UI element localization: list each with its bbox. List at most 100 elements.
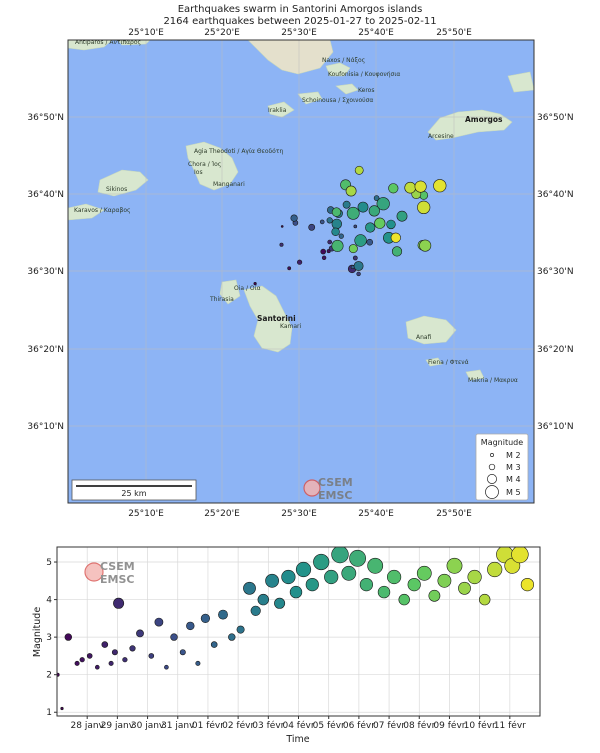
lat-tick: 36°10'N	[27, 422, 64, 432]
map-earthquake-marker	[354, 165, 364, 175]
logo-line2: EMSC	[318, 489, 352, 502]
earthquake-point	[108, 660, 114, 666]
earthquake-point	[341, 565, 357, 581]
place-label: Antiparos / Αντίπαρος	[75, 39, 141, 46]
earthquake-point	[257, 593, 269, 606]
lon-tick: 25°40'E	[358, 28, 394, 38]
earthquake-point	[398, 593, 410, 606]
map-earthquake-marker	[331, 239, 344, 252]
earthquake-point	[281, 569, 296, 585]
lat-tick: 36°50'N	[537, 113, 574, 123]
place-label: Oia / Οία	[234, 285, 261, 292]
island-sikinos	[97, 169, 149, 197]
earthquake-point	[250, 605, 261, 616]
map-earthquake-marker	[345, 185, 357, 197]
earthquake-point	[57, 672, 60, 677]
earthquake-point	[416, 565, 432, 581]
earthquake-point	[305, 577, 319, 592]
lon-tick: 25°10'E	[128, 509, 164, 519]
map-earthquake-marker	[376, 197, 390, 211]
lon-tick: 25°50'E	[436, 28, 472, 38]
earthquake-point	[164, 664, 169, 670]
earthquake-point	[129, 645, 136, 652]
map-earthquake-marker	[354, 234, 367, 247]
map-earthquake-marker	[326, 217, 333, 224]
earthquake-point	[458, 581, 471, 595]
earthquake-point	[274, 597, 286, 609]
land-masses	[68, 40, 534, 381]
island-keros	[335, 83, 359, 95]
map-earthquake-marker	[346, 206, 360, 220]
map-earthquake-marker	[419, 239, 432, 252]
logo-emblem-icon	[84, 562, 104, 582]
map-earthquake-marker	[331, 218, 342, 230]
earthquake-point	[60, 706, 64, 711]
map-earthquake-marker	[374, 217, 386, 229]
y-tick-label: 5	[46, 558, 52, 568]
map-lat-ticks-left: 36°50'N 36°40'N 36°30'N 36°20'N 36°10'N	[27, 113, 64, 432]
island-donousa	[507, 71, 534, 93]
x-tick-label: 06 févr	[343, 720, 375, 731]
earthquake-point	[136, 629, 144, 638]
legend-marker-m4	[487, 474, 497, 484]
map-earthquake-marker	[417, 200, 431, 214]
map-earthquake-marker	[348, 244, 358, 254]
map-earthquake-marker	[386, 219, 396, 230]
map-earthquake-marker	[353, 261, 364, 271]
x-tick-label: 05 févr	[313, 720, 345, 731]
earthquake-point	[313, 553, 330, 571]
island-koufonisia	[325, 62, 351, 77]
lat-tick: 36°30'N	[537, 267, 574, 277]
earthquake-point	[407, 577, 421, 592]
map-earthquake-marker	[391, 246, 403, 257]
earthquake-point	[79, 657, 85, 663]
island-santorini	[243, 285, 293, 353]
lat-tick: 36°10'N	[537, 422, 574, 432]
place-label: Manganari	[213, 181, 245, 188]
earthquake-point	[86, 653, 93, 659]
map-earthquake-marker	[357, 201, 369, 213]
timeseries-y-ticks: 1 2 3 4 5	[46, 558, 57, 718]
earthquake-point	[446, 557, 463, 574]
map-earthquake-marker	[253, 282, 257, 286]
legend-marker-m3	[488, 463, 496, 471]
earthquake-point	[210, 641, 218, 648]
sea	[68, 40, 534, 503]
lon-tick: 25°20'E	[204, 28, 240, 38]
y-tick-label: 2	[46, 671, 52, 681]
earthquake-point	[428, 589, 441, 602]
x-tick-label: 10 févr	[464, 720, 496, 731]
earthquake-point	[289, 585, 303, 599]
earthquake-point	[195, 660, 201, 666]
earthquake-point	[200, 613, 210, 624]
map-earthquake-marker	[342, 200, 351, 209]
earthquake-point	[324, 569, 339, 585]
x-axis-label: Time	[285, 734, 309, 745]
earthquake-point	[377, 585, 391, 599]
legend-marker-m2	[490, 453, 494, 457]
place-label: Naxos / Νάξος	[322, 57, 365, 64]
x-tick-label: 28 janv	[71, 721, 105, 731]
map-earthquake-marker	[390, 232, 401, 243]
map-panel: Antiparos / Αντίπαρος Naxos / Νάξος Kouf…	[68, 39, 534, 503]
y-tick-label: 1	[46, 708, 52, 718]
y-axis-label: Magnitude	[32, 607, 43, 657]
earthquake-point	[520, 577, 535, 592]
legend-label: M 3	[506, 463, 521, 472]
earthquake-point	[74, 660, 80, 666]
map-lat-ticks-right: 36°50'N 36°40'N 36°30'N 36°20'N 36°10'N	[537, 113, 574, 432]
logo-line1: CSEM	[100, 560, 135, 573]
map-earthquake-marker	[356, 271, 361, 277]
place-label: Kamari	[280, 323, 301, 330]
legend-marker-m5	[485, 485, 499, 499]
island-anafi	[405, 315, 457, 345]
place-label: Arcesine	[428, 133, 454, 140]
map-earthquake-markers	[253, 165, 447, 286]
legend-title: Magnitude	[481, 438, 523, 447]
island-naxos	[247, 40, 334, 75]
earthquake-point	[179, 649, 186, 656]
island-thirasia	[219, 279, 241, 305]
map-earthquake-marker	[331, 227, 340, 237]
